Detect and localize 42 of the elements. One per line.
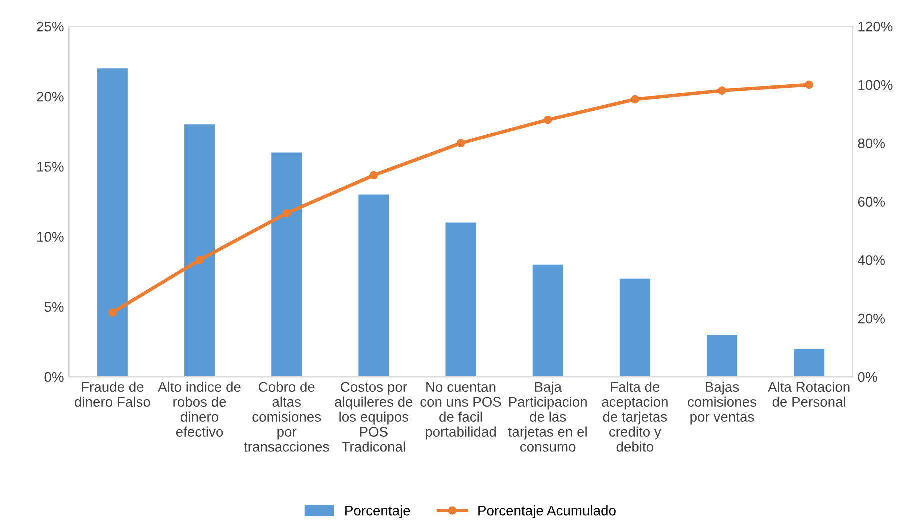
- bar: [532, 264, 564, 378]
- y-tick-label: 15%: [38, 162, 64, 172]
- point: [718, 86, 726, 95]
- point: [805, 80, 814, 90]
- x-tick-label: Falta de aceptacion de tarjetas credito y debito: [602, 382, 668, 452]
- bar: [358, 194, 390, 378]
- x-tick-label: Costos por alquileres de los equipos POS Tradiconal: [335, 382, 413, 452]
- bar: [620, 278, 650, 378]
- legend-label: Porcentaje: [346, 506, 410, 518]
- y2-tick-label: 60%: [858, 197, 886, 207]
- point: [544, 116, 552, 124]
- y-tick-label: 0%: [44, 372, 64, 382]
- point: [370, 171, 378, 180]
- y2-tick-label: 120%: [858, 22, 893, 32]
- y2-tick-label: 20%: [858, 314, 886, 324]
- bar: [706, 334, 738, 378]
- x-tick-label: Alto indice de robos de dinero efectivo: [158, 382, 241, 437]
- point: [282, 209, 292, 218]
- x-tick-label: Alta Rotacion de Personal: [768, 382, 850, 408]
- bar: [97, 68, 128, 378]
- point: [630, 95, 640, 104]
- x-tick-label: Fraude de dinero Falso: [75, 382, 150, 408]
- x-tick-label: Cobro de altas comisiones por transacciones: [244, 382, 330, 452]
- bar: [446, 222, 476, 378]
- bar: [272, 152, 302, 378]
- legend-label: Porcentaje Acumulado: [478, 506, 616, 518]
- y2-tick-label: 80%: [858, 138, 886, 149]
- x-tick-label: Baja Participacion de las tarjetas en el consumo: [508, 382, 587, 452]
- point: [196, 256, 204, 264]
- x-tick-label: No cuentan con uns POS de facil portabilidad: [420, 382, 502, 440]
- point: [108, 308, 117, 317]
- y-tick-label: 5%: [44, 302, 64, 312]
- bar: [794, 348, 825, 378]
- y2-tick-label: 0%: [858, 372, 878, 382]
- y-tick-label: 25%: [37, 22, 64, 32]
- y-tick-label: 20%: [37, 92, 64, 102]
- y2-tick-label: 40%: [858, 256, 886, 266]
- x-tick-label: Bajas comisiones por ventas: [688, 382, 756, 425]
- bar: [184, 124, 216, 378]
- point: [456, 139, 466, 148]
- y-tick-label: 10%: [38, 232, 64, 242]
- y2-tick-label: 100%: [858, 80, 893, 90]
